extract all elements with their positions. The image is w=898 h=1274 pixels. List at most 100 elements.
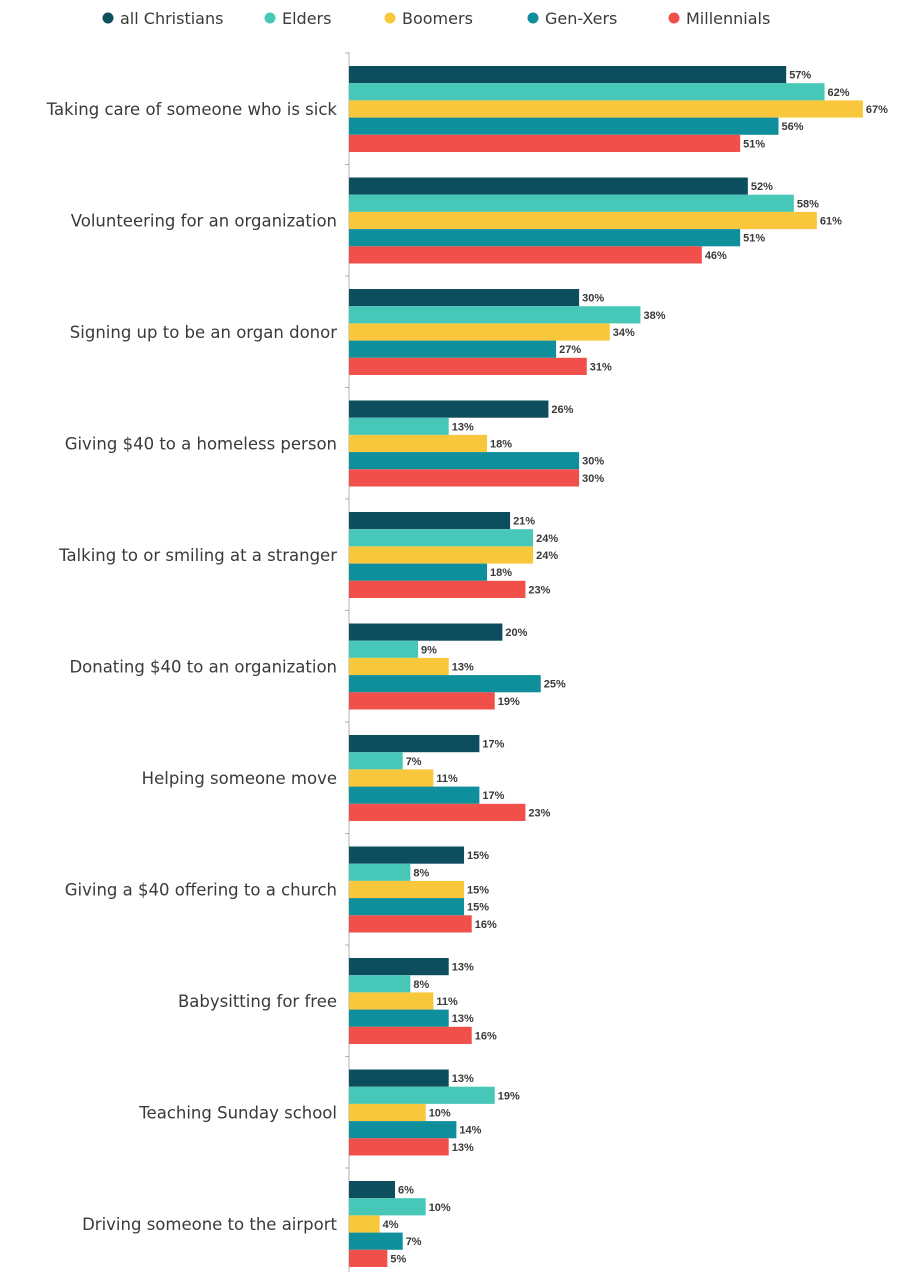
- category-label-teaching-sunday-school: Teaching Sunday school: [138, 1104, 337, 1123]
- bar-all-christians-driving-someone-to-the-airport: [349, 1181, 396, 1199]
- value-label-millennials-signing-up-to-be-an-organ-donor: 31%: [590, 361, 612, 373]
- value-label-bg: [449, 1139, 474, 1154]
- value-label-bg: [557, 342, 581, 357]
- value-label-bg: [480, 736, 505, 751]
- bar-millennials-giving-40-to-a-homeless-person: [349, 469, 580, 487]
- bar-group-driving-someone-to-the-airport: [349, 1181, 426, 1267]
- bar-gen-xers-helping-someone-move: [349, 786, 480, 804]
- bar-all-christians-talking-to-or-smiling-at-a-stranger: [349, 512, 511, 530]
- value-label-bg: [449, 1071, 474, 1086]
- value-label-bg: [465, 848, 489, 863]
- category-label-donating-40-to-an-organization: Donating $40 to an organization: [69, 658, 337, 677]
- bar-millennials-teaching-sunday-school: [349, 1138, 449, 1156]
- value-label-all-christians-driving-someone-to-the-airport: 6%: [398, 1185, 414, 1197]
- bar-group-donating-40-to-an-organization: [349, 623, 541, 710]
- value-label-boomers-teaching-sunday-school: 10%: [429, 1108, 451, 1120]
- value-label-all-christians-teaching-sunday-school: 13%: [452, 1073, 474, 1085]
- value-labels: 57% 62% 67% 56% 51% 52% 58%61% 51% 46% 30% 38% 34% 2…: [380, 67, 888, 1266]
- value-label-bg: [526, 582, 551, 597]
- bar-gen-xers-taking-care-of-someone-who-is-sick: [349, 117, 779, 135]
- value-label-elders-talking-to-or-smiling-at-a-stranger: 24%: [536, 533, 558, 545]
- value-label-millennials-taking-care-of-someone-who-is-sick: 51%: [743, 138, 765, 150]
- bar-boomers-volunteering-for-an-organization: [349, 211, 817, 230]
- value-label-elders-volunteering-for-an-organization: 58%: [797, 198, 819, 210]
- value-label-bg: [748, 179, 773, 194]
- legend-marker-elders: [264, 12, 276, 24]
- value-label-bg: [419, 642, 437, 657]
- category-labels: Taking care of someone who is sick Volunt…: [46, 100, 338, 1234]
- legend-marker-all-christians: [102, 12, 114, 24]
- value-label-millennials-babysitting-for-free: 16%: [475, 1030, 497, 1042]
- bar-elders-giving-a-40-offering-to-a-church: [349, 863, 411, 881]
- category-label-giving-40-to-a-homeless-person: Giving $40 to a homeless person: [65, 435, 337, 454]
- value-label-bg: [549, 402, 574, 417]
- value-label-bg: [472, 916, 497, 931]
- value-label-boomers-donating-40-to-an-organization: 13%: [452, 662, 474, 674]
- value-label-bg: [396, 1182, 414, 1197]
- value-label-bg: [434, 993, 459, 1009]
- value-label-bg: [449, 959, 474, 974]
- bar-group-giving-40-to-a-homeless-person: [349, 400, 580, 487]
- value-label-all-christians-helping-someone-move: 17%: [482, 739, 504, 751]
- value-label-millennials-giving-a-40-offering-to-a-church: 16%: [475, 919, 497, 931]
- bar-gen-xers-donating-40-to-an-organization: [349, 675, 541, 693]
- value-label-bg: [488, 436, 512, 451]
- value-label-boomers-babysitting-for-free: 11%: [436, 996, 458, 1008]
- bar-group-babysitting-for-free: [349, 958, 472, 1044]
- legend-label-gen-xers: Gen-Xers: [545, 9, 617, 28]
- bar-boomers-driving-someone-to-the-airport: [349, 1215, 380, 1233]
- chart-legend: all Christians Elders Boomers Gen-Xers Mille…: [102, 9, 770, 28]
- value-label-bg: [580, 290, 604, 305]
- value-label-boomers-giving-a-40-offering-to-a-church: 15%: [467, 885, 489, 897]
- bar-all-christians-giving-a-40-offering-to-a-church: [349, 846, 465, 864]
- value-label-bg: [641, 307, 666, 322]
- value-label-bg: [388, 1251, 406, 1266]
- value-label-bg: [580, 453, 604, 468]
- value-label-bg: [817, 213, 842, 228]
- bar-group-taking-care-of-someone-who-is-sick: [349, 66, 863, 152]
- value-label-bg: [534, 547, 558, 563]
- value-label-all-christians-giving-40-to-a-homeless-person: 26%: [551, 404, 573, 416]
- value-label-bg: [511, 513, 535, 528]
- value-label-bg: [449, 419, 474, 434]
- value-label-gen-xers-signing-up-to-be-an-organ-donor: 27%: [559, 344, 581, 356]
- bar-elders-volunteering-for-an-organization: [349, 194, 794, 212]
- value-label-elders-signing-up-to-be-an-organ-donor: 38%: [643, 310, 665, 322]
- bar-group-volunteering-for-an-organization: [349, 177, 817, 264]
- category-label-babysitting-for-free: Babysitting for free: [178, 992, 337, 1011]
- value-label-gen-xers-talking-to-or-smiling-at-a-stranger: 18%: [490, 567, 512, 579]
- value-label-all-christians-giving-a-40-offering-to-a-church: 15%: [467, 850, 489, 862]
- bar-millennials-signing-up-to-be-an-organ-donor: [349, 357, 587, 375]
- value-label-bg: [480, 788, 505, 803]
- bar-millennials-babysitting-for-free: [349, 1026, 472, 1044]
- value-label-all-christians-signing-up-to-be-an-organ-donor: 30%: [582, 293, 604, 305]
- value-label-bg: [465, 899, 489, 914]
- bar-group-signing-up-to-be-an-organ-donor: [349, 289, 641, 375]
- value-label-bg: [457, 1122, 482, 1137]
- value-label-gen-xers-driving-someone-to-the-airport: 7%: [406, 1236, 422, 1248]
- value-label-bg: [426, 1199, 451, 1214]
- value-label-all-christians-talking-to-or-smiling-at-a-stranger: 21%: [513, 516, 535, 528]
- legend-label-all-christians: all Christians: [120, 9, 223, 28]
- bar-boomers-taking-care-of-someone-who-is-sick: [349, 100, 863, 118]
- value-label-boomers-volunteering-for-an-organization: 61%: [820, 216, 842, 228]
- bar-gen-xers-talking-to-or-smiling-at-a-stranger: [349, 563, 488, 581]
- value-label-elders-teaching-sunday-school: 19%: [498, 1090, 520, 1102]
- value-label-boomers-talking-to-or-smiling-at-a-stranger: 24%: [536, 550, 558, 562]
- bar-boomers-teaching-sunday-school: [349, 1103, 426, 1122]
- value-label-all-christians-taking-care-of-someone-who-is-sick: 57%: [789, 70, 811, 82]
- bar-millennials-volunteering-for-an-organization: [349, 246, 702, 264]
- value-label-bg: [434, 770, 459, 786]
- value-label-elders-giving-a-40-offering-to-a-church: 8%: [413, 867, 429, 879]
- value-label-bg: [488, 565, 512, 580]
- legend-marker-gen-xers: [527, 12, 539, 24]
- bar-all-christians-taking-care-of-someone-who-is-sick: [349, 66, 787, 84]
- category-label-taking-care-of-someone-who-is-sick: Taking care of someone who is sick: [46, 100, 338, 119]
- category-label-giving-a-40-offering-to-a-church: Giving a $40 offering to a church: [65, 881, 337, 900]
- category-label-signing-up-to-be-an-organ-donor: Signing up to be an organ donor: [70, 323, 337, 342]
- bar-millennials-taking-care-of-someone-who-is-sick: [349, 134, 741, 152]
- value-label-gen-xers-taking-care-of-someone-who-is-sick: 56%: [782, 121, 804, 133]
- value-label-gen-xers-volunteering-for-an-organization: 51%: [743, 233, 765, 245]
- legend-label-millennials: Millennials: [686, 9, 770, 28]
- bar-millennials-helping-someone-move: [349, 803, 526, 821]
